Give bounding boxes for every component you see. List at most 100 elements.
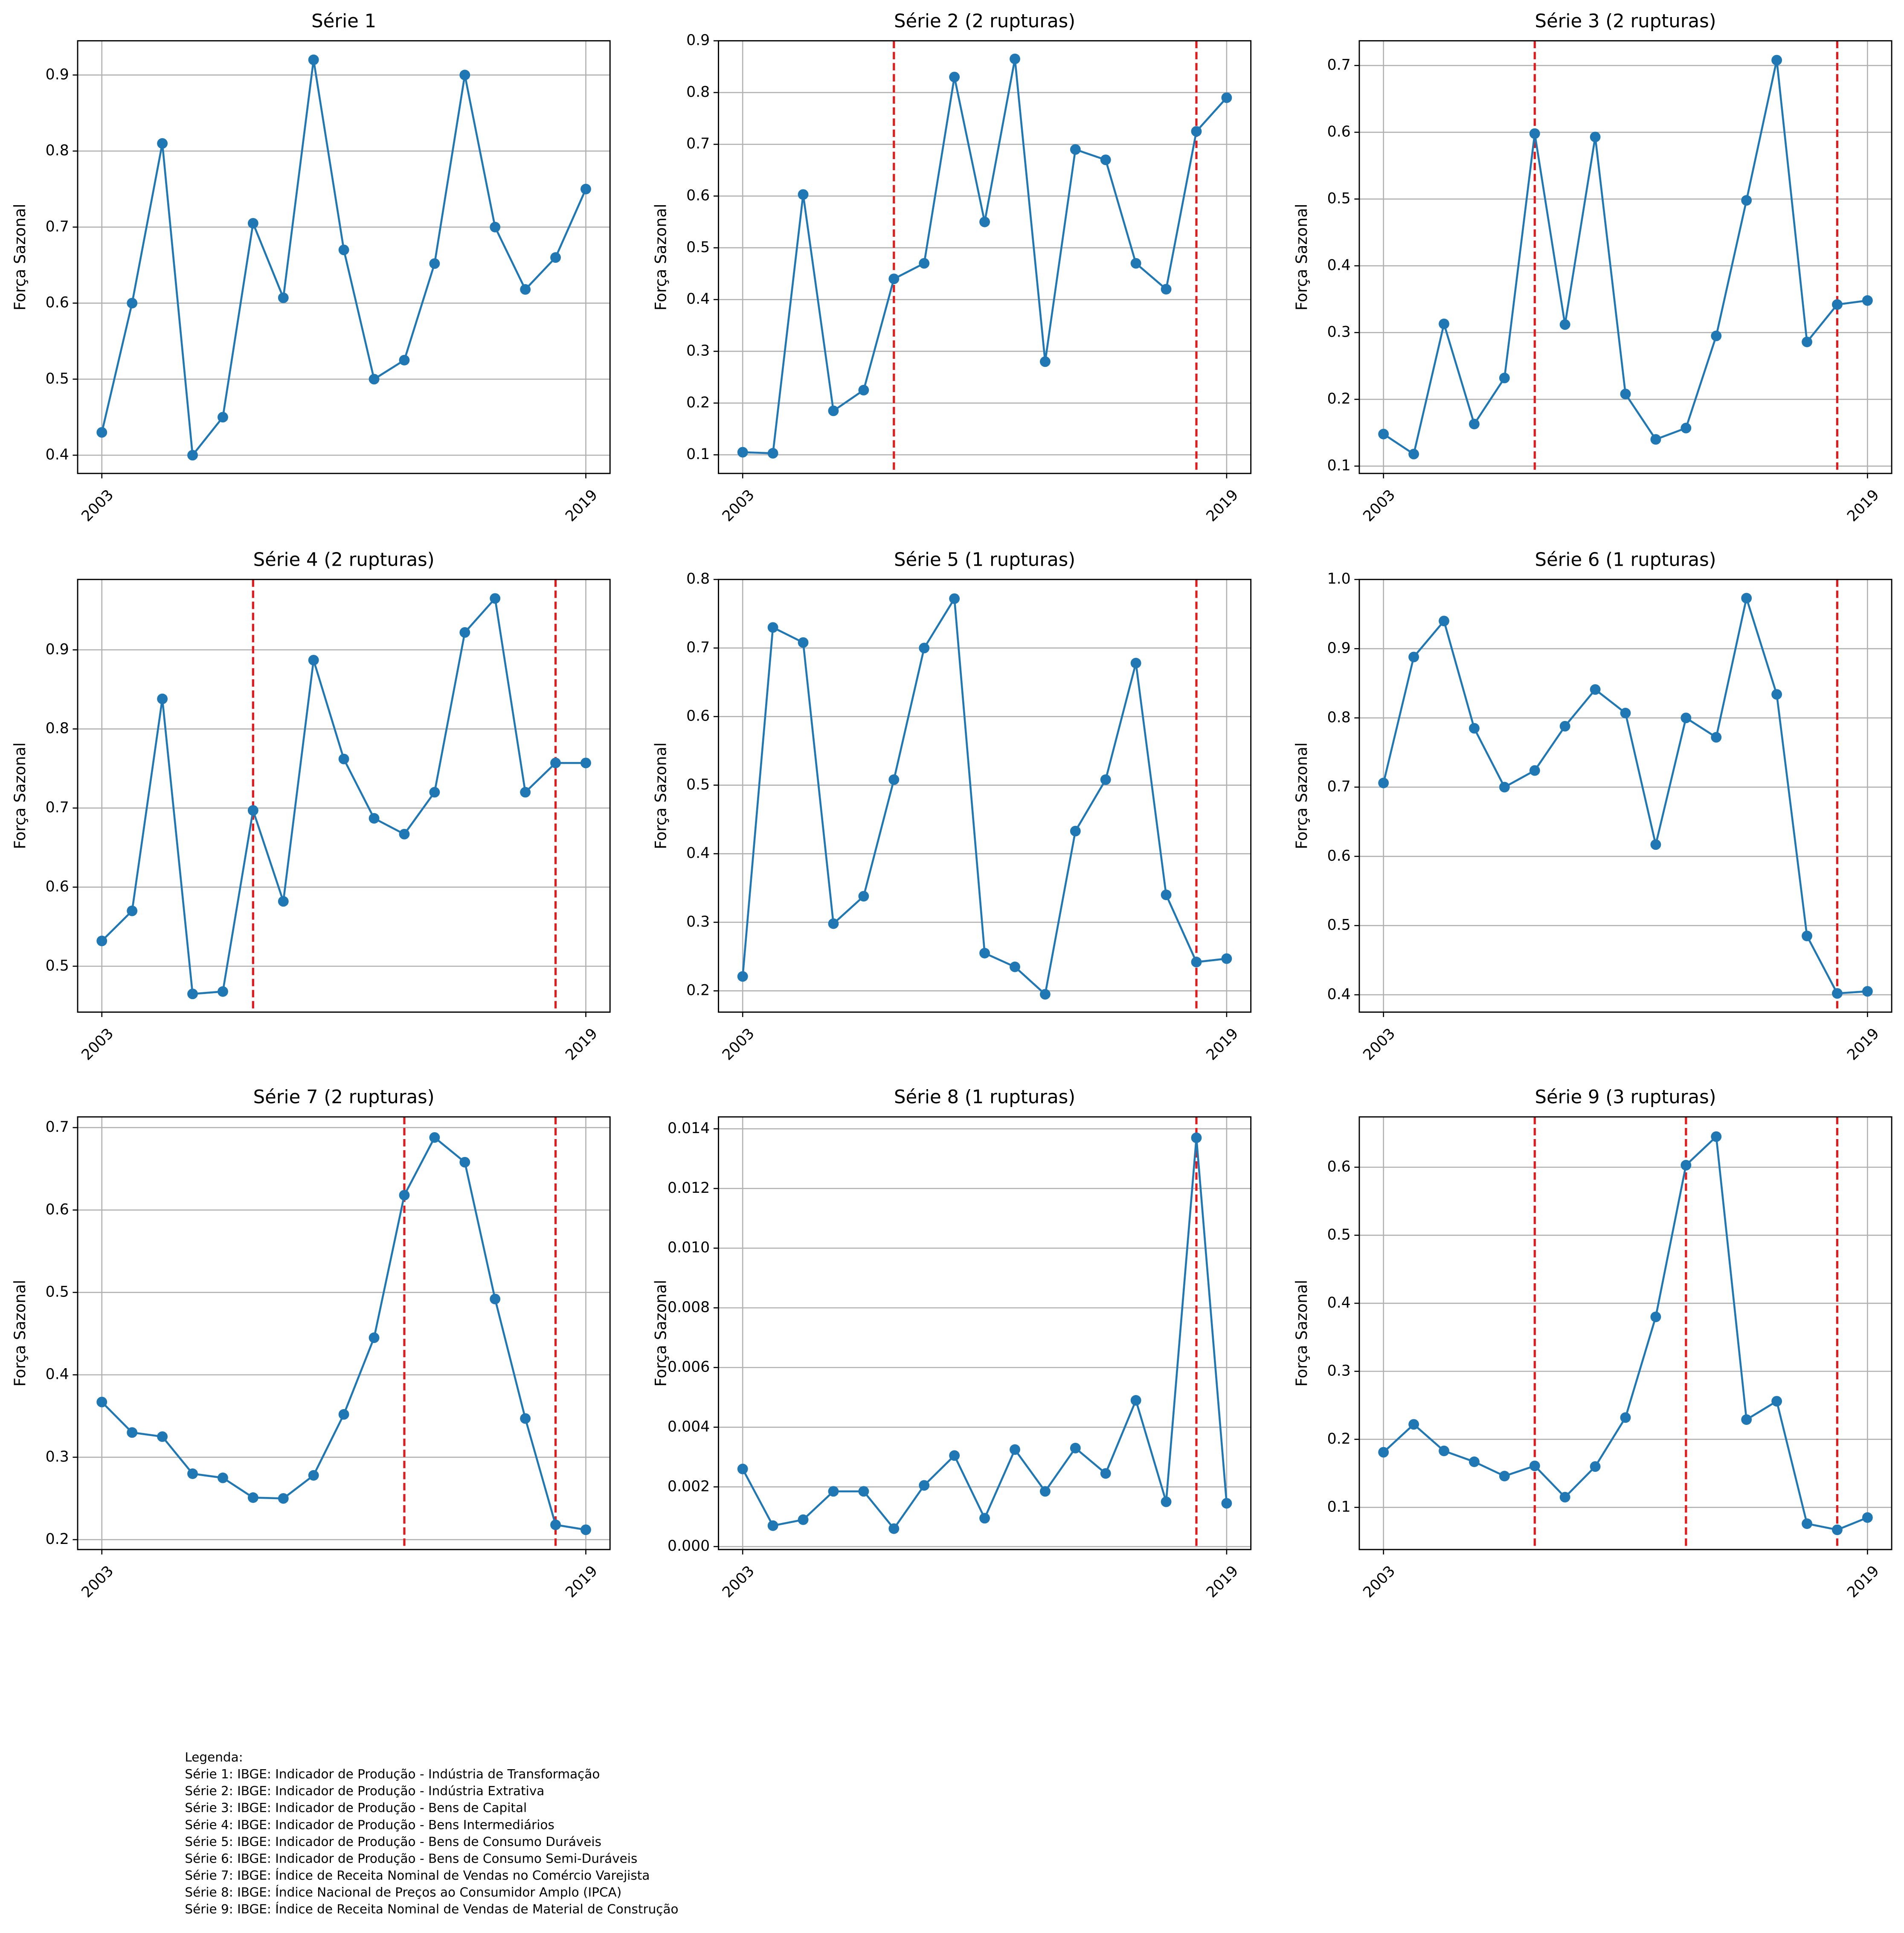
data-point [1469,1456,1480,1467]
legend-line: Série 9: IBGE: Índice de Receita Nominal… [185,1901,678,1916]
data-point [520,787,531,798]
y-tick-label: 0.4 [686,291,710,308]
data-point [399,828,410,840]
data-point [490,593,501,604]
data-point [1039,1486,1051,1497]
data-point [1130,258,1141,269]
data-point [1221,953,1232,964]
data-point [1741,593,1752,604]
data-point [798,1514,809,1525]
data-point [767,448,778,459]
data-point [1161,1496,1172,1507]
data-point [157,138,168,149]
data-point [520,1413,531,1424]
data-point [369,813,380,824]
data-point [247,805,258,816]
data-point [919,1480,930,1491]
data-point [490,1294,501,1305]
data-point [979,216,990,227]
data-point [1559,721,1570,732]
data-point [96,936,107,946]
y-tick-label: 0.9 [1327,640,1351,657]
subplot: Série 4 (2 rupturas) Força Sazonal 0.5 0.6 0… [11,549,611,1064]
data-point [550,1519,561,1530]
data-point [1130,657,1141,669]
y-tick-label: 0.6 [1327,847,1351,864]
y-axis-label: Força Sazonal [1292,204,1311,311]
data-point [1191,126,1202,137]
data-point [1378,777,1389,788]
y-tick-label: 0.1 [1327,1498,1351,1515]
data-point [949,1450,960,1461]
data-point [1590,1461,1601,1472]
data-point [399,355,410,366]
y-tick-label: 0.002 [668,1478,710,1495]
plot-frame [718,578,1252,1013]
data-point [1559,1491,1570,1503]
data-point [1620,389,1631,399]
plot-frame [1358,1116,1892,1550]
y-tick-label: 0.4 [46,1366,69,1383]
y-tick-label: 0.006 [668,1359,710,1376]
data-point [1070,1442,1081,1453]
data-point [157,693,168,704]
data-point [1771,1396,1782,1407]
y-tick-label: 0.7 [686,639,710,656]
data-point [580,757,591,768]
y-tick-label: 0.8 [1327,709,1351,726]
data-point [1650,1311,1661,1323]
subplot: Série 6 (1 rupturas) Força Sazonal 0.4 0.5 0… [1292,549,1892,1064]
legend-title: Legenda: [185,1750,243,1764]
y-tick-label: 0.2 [686,394,710,411]
y-tick-label: 0.8 [46,142,69,159]
data-point [1010,53,1020,64]
y-tick-label: 0.3 [686,913,710,930]
legend-line: Série 3: IBGE: Indicador de Produção - B… [185,1801,527,1815]
legend-line: Série 4: IBGE: Indicador de Produção - B… [185,1817,554,1832]
y-tick-label: 0.5 [1327,1226,1351,1243]
data-point [1862,295,1873,306]
y-tick-label: 0.008 [668,1299,710,1316]
y-tick-label: 0.012 [668,1180,710,1197]
y-tick-label: 0.5 [1327,190,1351,207]
data-point [1832,1524,1843,1535]
data-point [919,258,930,269]
y-tick-label: 0.6 [46,1201,69,1218]
plot-frame [1358,40,1892,474]
data-point [767,1520,778,1531]
y-tick-label: 1.0 [1327,570,1351,587]
data-point [1529,765,1540,776]
data-point [1681,712,1692,724]
y-axis-label: Força Sazonal [652,742,670,849]
plot-frame [718,40,1252,474]
data-point [157,1431,168,1442]
data-point [1221,1498,1232,1509]
data-point [737,1463,748,1474]
data-point [1529,128,1540,139]
data-point [1559,319,1570,330]
legend-line: Série 8: IBGE: Índice Nacional de Preços… [185,1885,621,1900]
data-point [1832,988,1843,999]
data-point [218,986,228,997]
data-point [1100,1468,1111,1479]
data-point [1100,154,1111,166]
data-point [828,1486,839,1497]
data-point [737,971,748,982]
data-point [1771,55,1782,66]
y-tick-label: 0.8 [686,570,710,587]
data-point [278,292,289,303]
y-tick-label: 0.8 [686,84,710,101]
data-point [308,54,319,65]
data-point [919,642,930,654]
plot-frame [77,578,611,1013]
y-tick-label: 0.3 [1327,324,1351,341]
data-point [1130,1395,1141,1406]
data-point [1408,448,1419,459]
data-point [429,258,440,269]
data-point [127,905,138,916]
y-tick-label: 0.3 [46,1448,69,1465]
data-point [308,654,319,666]
y-tick-label: 0.3 [686,342,710,359]
y-axis-label: Força Sazonal [11,742,29,849]
data-point [96,1396,107,1407]
